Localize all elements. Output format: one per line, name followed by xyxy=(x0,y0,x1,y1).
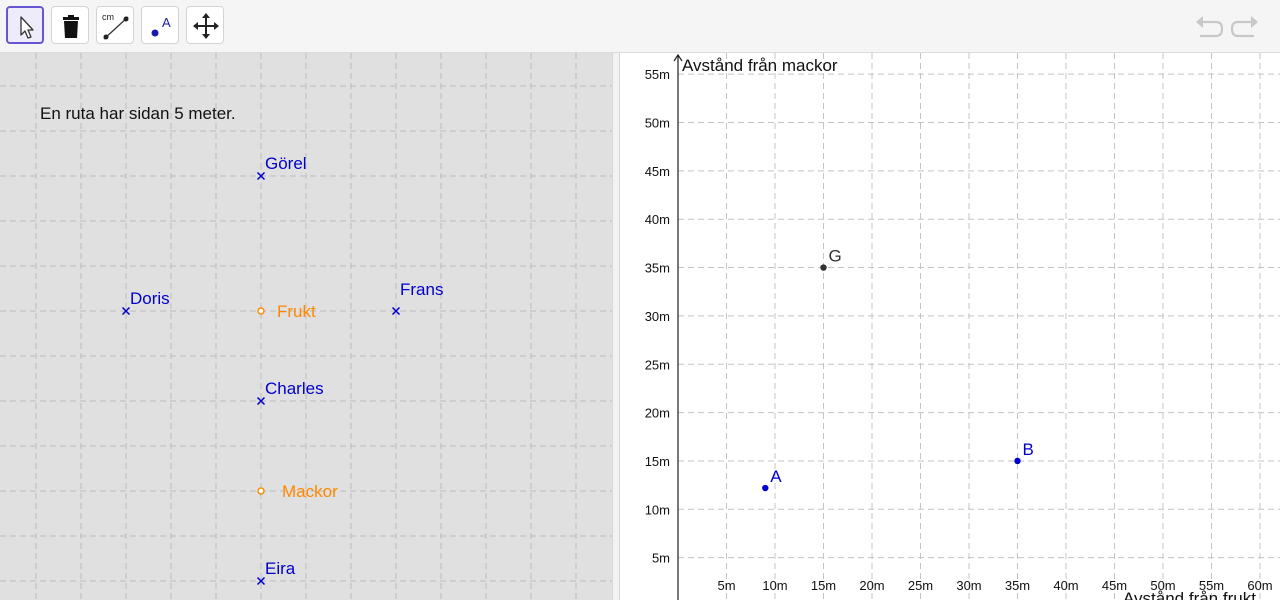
y-tick-label: 30m xyxy=(645,309,670,324)
y-tick-label: 45m xyxy=(645,164,670,179)
svg-text:A: A xyxy=(162,15,171,30)
x-tick-label: 40m xyxy=(1053,578,1078,593)
person-point[interactable]: Eira xyxy=(256,559,296,586)
point-label: B xyxy=(1023,440,1034,459)
person-label: Doris xyxy=(130,289,170,308)
y-axis-label: Avstånd från mackor xyxy=(682,56,838,75)
person-point[interactable]: Frans xyxy=(391,280,444,316)
y-tick-label: 5m xyxy=(652,551,670,566)
person-label: Charles xyxy=(265,379,324,398)
x-tick-label: 25m xyxy=(908,578,933,593)
redo-icon xyxy=(1230,16,1258,38)
y-tick-label: 50m xyxy=(645,116,670,131)
x-tick-label: 5m xyxy=(717,578,735,593)
person-point[interactable]: Charles xyxy=(256,379,324,406)
coordinate-plot[interactable]: 5m 10m 15m 20m 25m 30m 35m 40m 45m 50m 55m 5m 10m 15m… xyxy=(620,53,1280,600)
y-tick-label: 40m xyxy=(645,212,670,227)
point-label: G xyxy=(829,247,842,266)
y-axis-arrow xyxy=(673,53,683,62)
graphics-view-1[interactable]: En ruta har sidan 5 meter. Görel Doris Fra… xyxy=(0,53,612,600)
x-tick-label: 30m xyxy=(956,578,981,593)
y-tick-label: 35m xyxy=(645,261,670,276)
person-label: Görel xyxy=(265,154,307,173)
x-axis-label: Avstånd från frukt xyxy=(1123,589,1256,600)
move-tool-button[interactable] xyxy=(6,6,44,44)
person-point[interactable]: Doris xyxy=(121,289,170,316)
svg-text:cm: cm xyxy=(102,12,114,22)
x-tick-label: 10m xyxy=(762,578,787,593)
point-tool-button[interactable]: A xyxy=(141,6,179,44)
y-tick-label: 20m xyxy=(645,406,670,421)
point-label: A xyxy=(770,467,782,486)
person-label: Eira xyxy=(265,559,296,578)
y-tick-label: 55m xyxy=(645,67,670,82)
point-icon: A xyxy=(151,15,171,37)
view-splitter[interactable] xyxy=(612,53,620,600)
undo-button[interactable] xyxy=(1192,10,1226,44)
move-arrows-icon xyxy=(193,13,219,39)
point-g[interactable]: G xyxy=(820,247,842,271)
move-graphics-view-button[interactable] xyxy=(186,6,224,44)
place-label: Frukt xyxy=(277,302,316,321)
x-tick-label: 60m xyxy=(1247,578,1272,593)
plot-grid xyxy=(678,53,1280,600)
x-tick-label: 20m xyxy=(859,578,884,593)
point-a[interactable]: A xyxy=(762,467,782,492)
undo-icon xyxy=(1196,16,1224,38)
scale-note: En ruta har sidan 5 meter. xyxy=(40,104,236,123)
ruler-distance-icon: cm xyxy=(102,12,129,40)
person-point[interactable]: Görel xyxy=(256,154,307,181)
toolbar: cm A xyxy=(0,0,1280,53)
delete-tool-button[interactable] xyxy=(51,6,89,44)
x-tick-label: 55m xyxy=(1199,578,1224,593)
place-point[interactable]: Mackor xyxy=(257,482,338,501)
y-tick-label: 25m xyxy=(645,357,670,372)
point-b[interactable]: B xyxy=(1014,440,1034,465)
x-tick-label: 45m xyxy=(1102,578,1127,593)
x-tick-label: 35m xyxy=(1005,578,1030,593)
cursor-arrow-icon xyxy=(20,16,34,39)
y-tick-label: 10m xyxy=(645,502,670,517)
map-grid xyxy=(0,53,612,600)
place-label: Mackor xyxy=(282,482,338,501)
redo-button[interactable] xyxy=(1228,10,1262,44)
place-point[interactable]: Frukt xyxy=(257,302,316,321)
x-tick-label: 15m xyxy=(811,578,836,593)
trash-icon xyxy=(63,15,79,38)
map-canvas[interactable]: En ruta har sidan 5 meter. Görel Doris Fra… xyxy=(0,53,612,600)
person-label: Frans xyxy=(400,280,443,299)
x-tick-label: 50m xyxy=(1150,578,1175,593)
graphics-view-2[interactable]: 5m 10m 15m 20m 25m 30m 35m 40m 45m 50m 55m 5m 10m 15m… xyxy=(620,53,1280,600)
distance-tool-button[interactable]: cm xyxy=(96,6,134,44)
y-tick-label: 15m xyxy=(645,454,670,469)
